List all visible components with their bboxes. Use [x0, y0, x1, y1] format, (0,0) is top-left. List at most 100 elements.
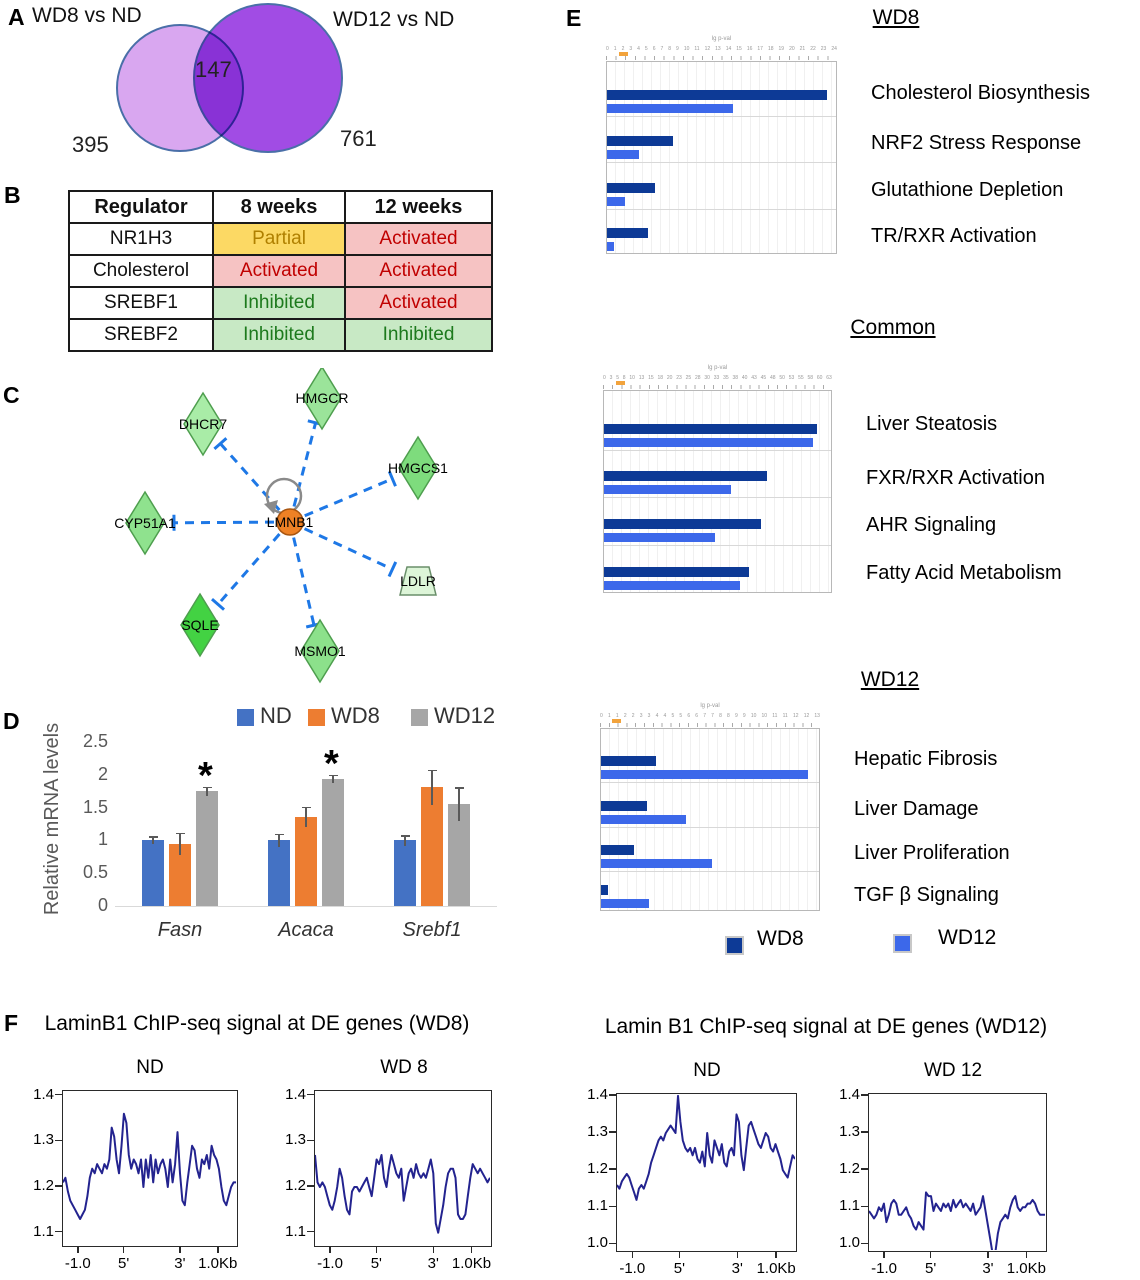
x-tick-mark	[736, 1252, 739, 1258]
axis-tick-label: 21	[799, 46, 806, 52]
x-tick-mark	[77, 1247, 79, 1253]
pathway-label: FXR/RXR Activation	[866, 466, 1045, 489]
y-tick-label: 1.2	[33, 1176, 54, 1194]
x-tick-label: 5'	[117, 1255, 130, 1272]
status-cell: Inhibited	[212, 286, 346, 320]
x-tick-mark	[883, 1252, 885, 1258]
table-row: SREBF1 Inhibited Activated	[68, 286, 493, 320]
axis-tick-label: 12	[792, 713, 799, 719]
y-tick-label: 1.3	[285, 1131, 306, 1149]
panel-e-letter: E	[566, 5, 582, 31]
axis-tick-label: 17	[757, 46, 763, 52]
status-cell: Activated	[212, 254, 346, 288]
axis-tick-label: 11	[772, 713, 778, 719]
y-tick-mark	[307, 1230, 314, 1233]
axis-tick-label: 0	[600, 713, 603, 719]
regulator-cell: Cholesterol	[68, 254, 214, 288]
error-bar-line	[332, 774, 334, 783]
y-tick-mark	[609, 1094, 616, 1096]
network-edge	[304, 477, 393, 518]
table-header: 8 weeks	[212, 190, 346, 224]
bar-wd12-2	[601, 859, 713, 868]
axis-tick-label: 8	[727, 713, 730, 719]
bar-srebf1-wd12	[448, 804, 470, 906]
axis-tick-label: 11	[694, 46, 700, 52]
status-cell: Partial	[212, 222, 346, 256]
axis-tick-label: 10	[761, 713, 768, 719]
y-tick-label: 1.0	[587, 1234, 608, 1252]
pathway-label: Cholesterol Biosynthesis	[871, 81, 1090, 104]
axis-tick-label: 19	[778, 46, 785, 52]
axis-tick-label: 5	[671, 713, 675, 719]
y-tick-label: 1.1	[33, 1222, 54, 1240]
pathway-label: AHR Signaling	[866, 514, 997, 536]
y-tick-mark	[861, 1205, 868, 1208]
chart-title-text: WD12	[860, 668, 920, 691]
y-tick-label: 1.1	[285, 1222, 306, 1240]
error-bar-line	[179, 832, 181, 855]
bar-wd8-0	[604, 424, 818, 434]
axis-tick-label: 25	[685, 375, 692, 381]
x-tick-mark	[432, 1247, 434, 1253]
axis-tick-label: 23	[820, 46, 827, 52]
y-tick-label: 0.5	[82, 862, 108, 883]
status-cell: Activated	[344, 286, 493, 320]
x-tick-mark	[631, 1252, 634, 1258]
chip-signal-line	[314, 1154, 491, 1234]
axis-tick-label: 28	[695, 375, 701, 381]
x-tick-label: 5'	[673, 1260, 685, 1277]
axis-tick-label: 8	[622, 375, 626, 381]
axis-tick-label: 0	[603, 375, 606, 381]
legend-swatch-nd	[237, 709, 254, 726]
node-shape-cyp51a1	[125, 490, 165, 556]
axis-tick-label: 55	[798, 375, 804, 381]
axis-tick-label: 10	[683, 46, 690, 52]
axis-tick-label: 38	[732, 375, 739, 381]
x-tick-label: 3'	[174, 1255, 186, 1272]
pathway-row	[601, 872, 819, 912]
bar-wd8-2	[607, 183, 656, 193]
error-bar-cap	[427, 769, 437, 772]
bar-srebf1-nd	[394, 840, 416, 906]
axis-title-micro: lg p-val	[700, 703, 720, 709]
chipseq-title-wd12: Lamin B1 ChIP-seq signal at DE genes (WD…	[604, 1015, 1048, 1038]
venn-right-circle	[193, 3, 343, 153]
pathway-row	[601, 828, 819, 872]
bar-wd12-0	[604, 438, 813, 447]
axis-tick-label: 0	[606, 46, 609, 52]
axis-tick-label: 10	[750, 713, 757, 719]
y-tick-mark	[609, 1242, 616, 1245]
chart-title-wd12: WD12	[600, 668, 1140, 692]
bar-fasn-wd12	[196, 791, 218, 906]
error-bar-cap	[175, 832, 185, 835]
x-tick-mark	[1025, 1252, 1028, 1258]
axis-tick-label: 20	[666, 375, 673, 381]
axis-tick-label: 7	[711, 713, 714, 719]
x-tick-label: 5'	[370, 1255, 382, 1272]
legend-label-nd: ND	[260, 703, 292, 728]
node-label-lmnb1: LMNB1	[267, 514, 314, 530]
axis-tick-label: 16	[746, 46, 753, 52]
venn-left-set-label: WD8 vs ND	[32, 4, 142, 27]
axis-tick-label: 18	[767, 46, 774, 52]
error-bar-line	[458, 787, 460, 822]
pathway-row	[604, 451, 831, 498]
axis-tick-label: 4	[637, 46, 640, 52]
network-edge	[219, 442, 281, 512]
axis-tick-label: 18	[657, 375, 664, 381]
threshold-marker	[615, 381, 625, 385]
x-tick-label: 1.0Kb	[1006, 1260, 1046, 1277]
axis-tick-label: 30	[704, 375, 710, 381]
error-bar-line	[431, 769, 433, 805]
pathway-label: TGF β Signaling	[854, 884, 999, 906]
bar-wd12-0	[607, 104, 733, 113]
node-shape-hmgcs1	[398, 435, 438, 501]
axis-tick-labels: 0 1 2 3 4 5 6 7 8 9 10 11 12 13 14 15 16 17 18 19 20 21 22 23 24	[606, 46, 837, 52]
subplot-title: ND	[693, 1060, 721, 1081]
node-shape-sqle	[180, 592, 220, 658]
axis-tick-label: 20	[789, 46, 795, 52]
chart-title-common: Common	[603, 316, 1140, 340]
table-row: Cholesterol Activated Activated	[68, 254, 493, 288]
axis-tick-label: 5	[644, 46, 648, 52]
y-tick-label: 1.2	[587, 1160, 608, 1178]
